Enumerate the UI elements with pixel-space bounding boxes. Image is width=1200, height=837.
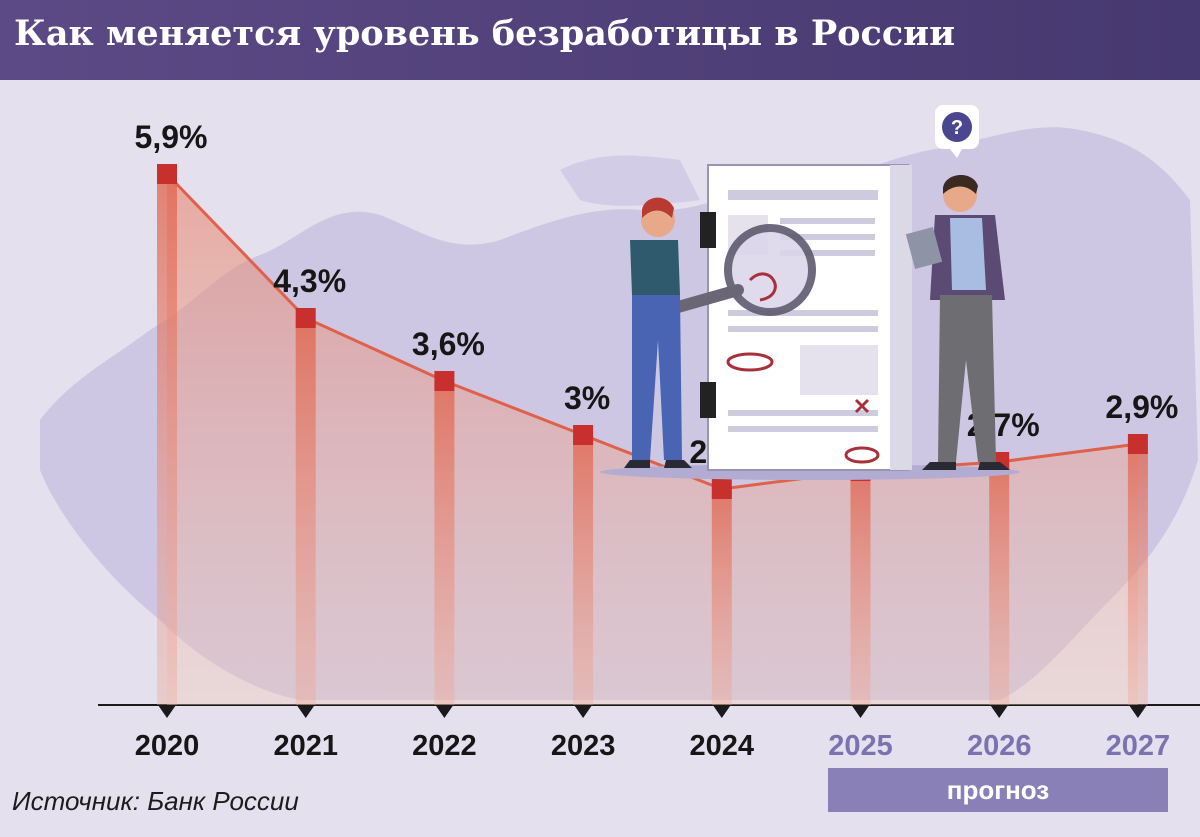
data-point-2021	[295, 308, 316, 328]
map-background-north	[560, 155, 700, 206]
data-label-2020: 5,9%	[135, 119, 208, 155]
value-bar-2022	[434, 381, 455, 705]
x-tick-2021	[296, 705, 315, 718]
document-icon	[700, 164, 912, 471]
area-fill	[167, 174, 1138, 705]
data-point-2022	[434, 371, 455, 391]
x-tick-label-2022: 2022	[412, 730, 477, 762]
data-point-2024	[711, 479, 732, 499]
data-label-2027: 2,9%	[1105, 389, 1178, 425]
x-tick-2022	[435, 705, 454, 718]
data-point-2023	[573, 425, 594, 445]
value-bar-2023	[573, 435, 594, 705]
question-mark-icon: ?	[935, 105, 979, 158]
x-tick-label-2023: 2023	[551, 730, 616, 762]
x-tick-label-2026: 2026	[967, 730, 1032, 762]
person-with-magnifier-icon	[624, 197, 692, 468]
x-tick-2026	[990, 705, 1009, 718]
x-tick-label-2024: 2024	[690, 730, 755, 762]
data-point-2027	[1127, 434, 1148, 454]
x-tick-2024	[712, 705, 731, 718]
x-tick-2023	[574, 705, 593, 718]
x-tick-label-2021: 2021	[273, 730, 338, 762]
series-line	[165, 172, 1139, 491]
x-tick-2025	[851, 705, 870, 718]
data-point-2020	[157, 164, 177, 184]
x-tick-2020	[158, 705, 176, 718]
value-bar-2026	[989, 462, 1010, 705]
illustration: ?	[600, 105, 1020, 480]
header-bar: Как меняется уровень безработицы в Росси…	[0, 0, 1200, 80]
svg-text:?: ?	[951, 117, 963, 139]
value-bar-2027	[1127, 444, 1148, 705]
data-label-2023: 3%	[564, 380, 610, 416]
value-bar-2020	[157, 174, 177, 705]
data-label-2022: 3,6%	[412, 326, 485, 362]
person-with-tablet-icon	[905, 174, 1010, 470]
forecast-label: прогноз	[946, 774, 1050, 805]
x-tick-label-2025: 2025	[828, 730, 893, 762]
x-tick-2027	[1128, 705, 1147, 718]
forecast-label-box: прогноз	[828, 768, 1168, 812]
source-note: Источник: Банк России	[12, 786, 299, 816]
value-bar-2021	[295, 318, 316, 705]
value-bar-2024	[711, 489, 732, 705]
x-tick-label-2027: 2027	[1106, 730, 1171, 762]
page-title: Как меняется уровень безработицы в Росси…	[14, 13, 956, 54]
x-tick-label-2020: 2020	[135, 730, 200, 762]
data-label-2021: 4,3%	[273, 263, 346, 299]
value-bar-2025	[850, 471, 871, 705]
